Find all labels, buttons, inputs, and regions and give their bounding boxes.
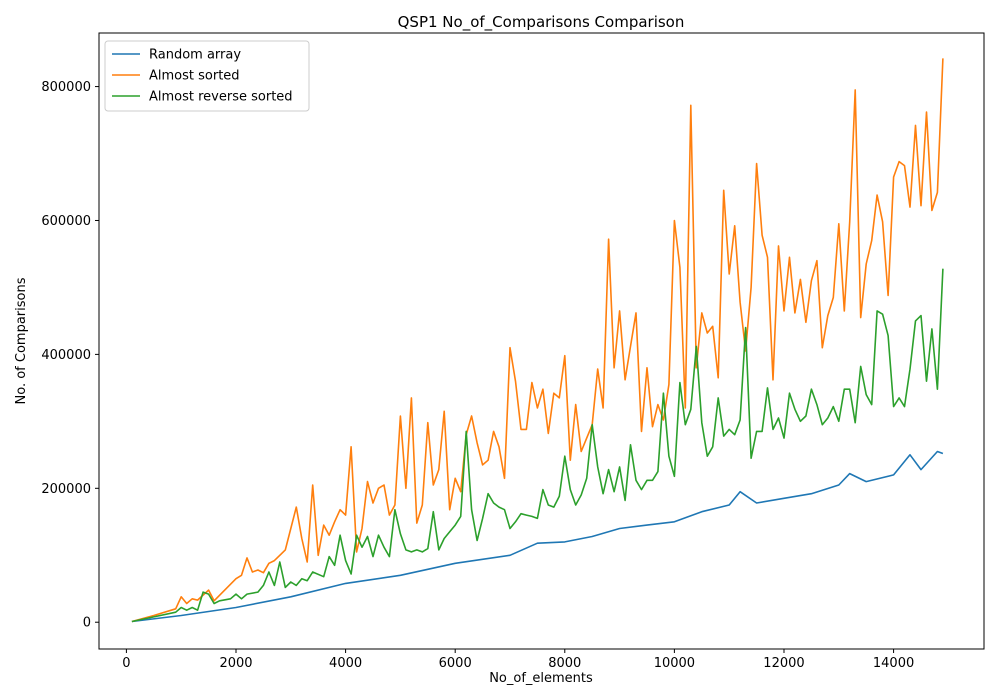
legend-box [104,40,310,112]
x-tick-label: 14000 [873,656,914,671]
x-axis-label: No_of_elements [489,671,593,686]
legend-entry: Almost reverse sorted [149,90,293,105]
legend-entry: Random array [149,48,241,63]
series-line-2 [131,268,944,623]
x-tick-label: 0 [122,656,130,671]
legend: Random array Almost sorted Almost reverse … [104,40,310,112]
x-tick-label: 10000 [654,656,695,671]
plot-lines [131,58,944,623]
chart-title: QSP1 No_of_Comparisons Comparison [398,13,685,32]
series-line-0 [131,450,944,623]
legend-entry: Almost sorted [149,69,240,84]
plot-frame [98,32,985,650]
y-axis-label: No. of Comparisons [14,277,29,404]
x-axis-ticks: 0 2000 4000 6000 8000 10000 12000 14000 [122,649,914,671]
x-tick-label: 8000 [548,656,581,671]
y-tick-label: 800000 [41,80,91,95]
x-tick-label: 4000 [329,656,362,671]
y-tick-label: 600000 [41,214,91,229]
x-tick-label: 2000 [219,656,252,671]
y-tick-label: 0 [83,616,91,631]
y-tick-label: 200000 [41,482,91,497]
y-tick-label: 400000 [41,348,91,363]
y-axis-ticks: 0 200000 400000 600000 800000 [41,80,99,631]
x-tick-label: 12000 [763,656,804,671]
series-line-1 [131,58,944,623]
x-tick-label: 6000 [439,656,472,671]
